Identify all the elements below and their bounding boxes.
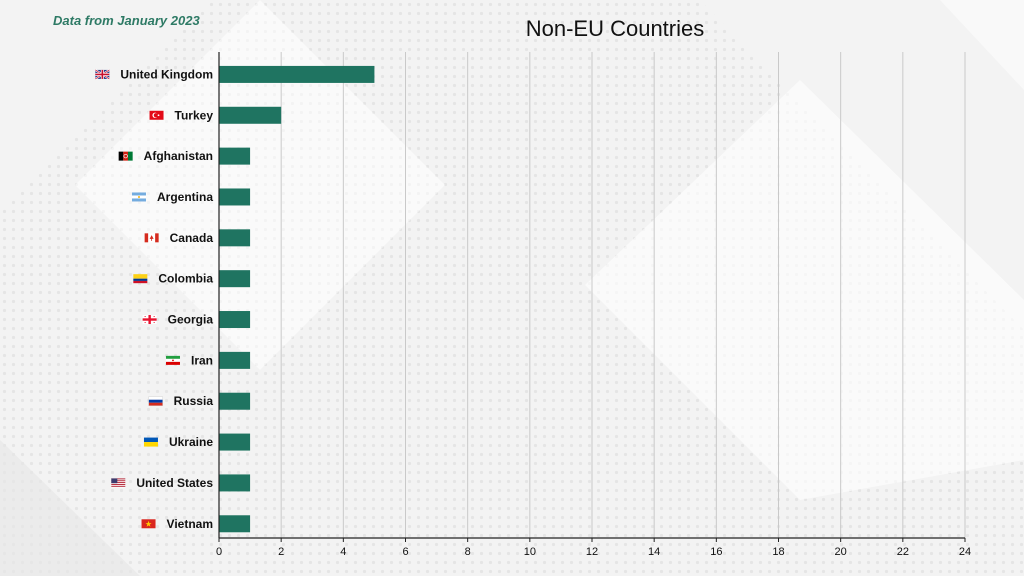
bar (219, 351, 251, 369)
category-label: Argentina (157, 190, 213, 204)
x-tick-label: 18 (772, 546, 784, 558)
bar (219, 188, 251, 206)
bar (219, 392, 251, 410)
x-tick-label: 6 (402, 546, 408, 558)
category-label: United Kingdom (120, 67, 213, 81)
bar (219, 147, 251, 165)
vietnam-flag-icon (141, 519, 156, 529)
bar (219, 474, 251, 492)
category-label: Turkey (175, 108, 214, 122)
category-label: Georgia (168, 313, 214, 327)
russia-flag-icon (148, 396, 163, 406)
x-tick-label: 20 (835, 546, 847, 558)
uk-flag-icon (94, 69, 110, 80)
category-label: Russia (174, 394, 214, 408)
category-label: Afghanistan (144, 149, 213, 163)
bar (219, 515, 251, 533)
canada-flag-icon (144, 233, 159, 243)
category-label: Iran (191, 353, 213, 367)
bar (219, 106, 282, 124)
chart-title: Non-EU Countries (525, 16, 705, 41)
x-tick-label: 14 (648, 546, 660, 558)
usa-flag-icon (111, 478, 126, 488)
x-tick-label: 0 (216, 546, 222, 558)
bar (219, 433, 251, 451)
iran-flag-icon (165, 355, 180, 365)
x-tick-label: 10 (524, 546, 536, 558)
bar (219, 229, 251, 247)
turkey-flag-icon (149, 110, 164, 120)
category-label: United States (136, 476, 213, 490)
bar (219, 270, 251, 288)
category-label: Colombia (158, 272, 213, 286)
category-label: Ukraine (169, 435, 213, 449)
x-tick-label: 4 (340, 546, 346, 558)
colombia-flag-icon (133, 274, 148, 284)
x-tick-label: 8 (465, 546, 471, 558)
afghanistan-flag-icon (118, 151, 133, 161)
x-tick-label: 24 (959, 546, 971, 558)
category-label: Vietnam (167, 517, 213, 531)
x-tick-label: 22 (897, 546, 909, 558)
data-date-note: Data from January 2023 (53, 13, 200, 28)
x-tick-label: 2 (278, 546, 284, 558)
category-label: Canada (170, 231, 214, 245)
georgia-flag-icon (142, 315, 157, 325)
x-tick-label: 12 (586, 546, 598, 558)
x-tick-label: 16 (710, 546, 722, 558)
bar (219, 65, 375, 83)
bar (219, 311, 251, 329)
ukraine-flag-icon (143, 437, 158, 447)
argentina-flag-icon (131, 192, 146, 202)
